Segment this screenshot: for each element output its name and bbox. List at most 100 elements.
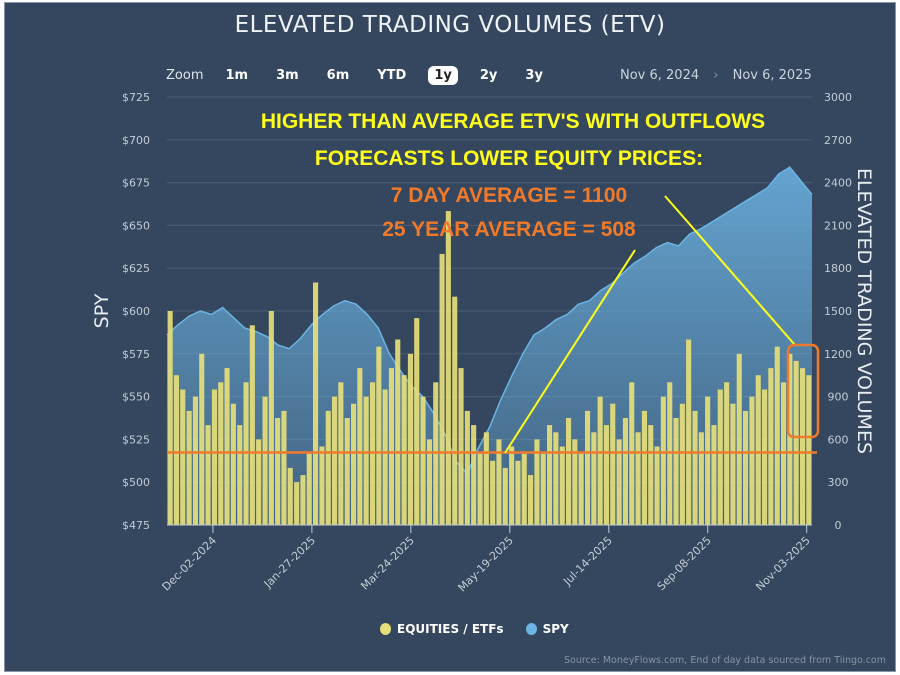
legend-spy[interactable]: SPY	[525, 622, 569, 636]
volume-bar	[521, 453, 527, 525]
volume-bar	[686, 339, 692, 525]
volume-bar	[471, 425, 477, 525]
volume-bar	[192, 396, 198, 525]
x-tick-label: Jul-14-2025	[560, 534, 615, 589]
x-tick-label: Nov-03-2025	[753, 534, 812, 593]
volume-bar	[294, 482, 300, 525]
y-left-tick-label: $650	[122, 219, 150, 232]
zoom-6m-button[interactable]: 6m	[326, 68, 350, 83]
volume-bar	[800, 368, 806, 525]
volume-bar	[547, 425, 553, 525]
volume-bar	[736, 353, 742, 525]
volume-bar	[186, 410, 192, 525]
source-note: Source: MoneyFlows.com, End of day data …	[563, 655, 886, 666]
zoom-2y-button[interactable]: 2y	[479, 68, 498, 83]
volume-bar	[275, 418, 281, 525]
volume-bar	[578, 453, 584, 525]
volume-bar	[306, 453, 312, 525]
volume-bar	[679, 403, 685, 525]
volume-bar	[572, 439, 578, 525]
annotation-arrow-line	[664, 195, 796, 346]
volume-bar	[528, 475, 534, 525]
y-left-tick-label: $550	[122, 391, 150, 404]
volume-bar	[553, 432, 559, 525]
volume-bar	[420, 396, 426, 525]
legend-equities[interactable]: EQUITIES / ETFs	[380, 622, 504, 636]
volume-bar	[230, 403, 236, 525]
zoom-ytd-button[interactable]: YTD	[377, 68, 407, 83]
volume-bar	[388, 368, 394, 525]
volume-bar	[287, 467, 293, 525]
x-tick-label: Dec-02-2024	[160, 534, 220, 594]
x-tick-label: Mar-24-2025	[358, 534, 417, 593]
volume-bar	[268, 311, 274, 525]
volume-bar	[616, 439, 622, 525]
volume-bar	[401, 375, 407, 525]
volume-bar	[698, 432, 704, 525]
zoom-bar: Zoom 1m 3m 6m YTD 1y 2y 3y	[166, 66, 549, 85]
volume-bar	[730, 403, 736, 525]
volume-bar	[749, 396, 755, 525]
volume-bar	[603, 425, 609, 525]
volume-bar	[382, 389, 388, 525]
annotation-text: 25 YEAR AVERAGE = 508	[382, 218, 636, 241]
x-tick-label: Jan-27-2025	[261, 534, 318, 591]
volume-bar	[325, 410, 331, 525]
range-to[interactable]: Nov 6, 2025	[732, 68, 812, 83]
volume-bar	[262, 396, 268, 525]
spy-line	[166, 166, 813, 475]
spy-dot-icon	[525, 623, 537, 635]
x-tick-label: May-19-2025	[455, 534, 515, 594]
volume-bar	[351, 403, 357, 525]
volume-bar	[559, 446, 565, 525]
volume-bar	[357, 368, 363, 525]
volume-bar	[717, 389, 723, 525]
y-left-tick-label: $725	[122, 91, 150, 104]
volume-bar	[237, 425, 243, 525]
volume-bar	[249, 325, 255, 525]
volume-bar	[458, 368, 464, 525]
volume-bar	[300, 475, 306, 525]
volume-bar	[363, 396, 369, 525]
y-left-tick-label: $525	[122, 433, 150, 446]
volume-bar	[344, 418, 350, 525]
y-left-tick-label: $475	[122, 519, 150, 532]
volume-bar	[597, 396, 603, 525]
volume-bar	[711, 425, 717, 525]
y-left-tick-label: $600	[122, 305, 150, 318]
volume-bar	[483, 432, 489, 525]
volume-bar	[180, 389, 186, 525]
zoom-1m-button[interactable]: 1m	[225, 68, 249, 83]
range-from[interactable]: Nov 6, 2024	[620, 68, 700, 83]
volume-bar	[173, 375, 179, 525]
volume-bar	[464, 410, 470, 525]
volume-bar	[281, 410, 287, 525]
zoom-1y-button[interactable]: 1y	[428, 66, 458, 85]
volume-bar	[692, 410, 698, 525]
zoom-3m-button[interactable]: 3m	[276, 68, 299, 83]
volume-bar	[787, 353, 793, 525]
date-range: Nov 6, 2024 › Nov 6, 2025	[620, 68, 812, 83]
y-left-axis-label: SPY	[91, 293, 113, 328]
legend: EQUITIES / ETFs SPY	[380, 622, 569, 636]
range-separator: ›	[713, 68, 719, 83]
volume-bar	[496, 439, 502, 525]
annotation-text: FORECASTS LOWER EQUITY PRICES:	[315, 147, 703, 170]
volume-bar	[509, 446, 515, 525]
volume-bar	[622, 418, 628, 525]
volume-bar	[211, 389, 217, 525]
x-tick-label: Sep-08-2025	[655, 534, 714, 593]
volume-bar	[648, 425, 654, 525]
volume-bar	[768, 368, 774, 525]
volume-bar	[167, 311, 173, 525]
volume-bar	[793, 360, 799, 525]
volume-bar	[313, 282, 319, 525]
volume-bar	[806, 375, 812, 525]
volume-bar	[319, 446, 325, 525]
zoom-3y-button[interactable]: 3y	[525, 68, 543, 83]
volume-bar	[610, 403, 616, 525]
volume-bar	[224, 368, 230, 525]
volume-bar	[426, 439, 432, 525]
volume-bar	[743, 410, 749, 525]
